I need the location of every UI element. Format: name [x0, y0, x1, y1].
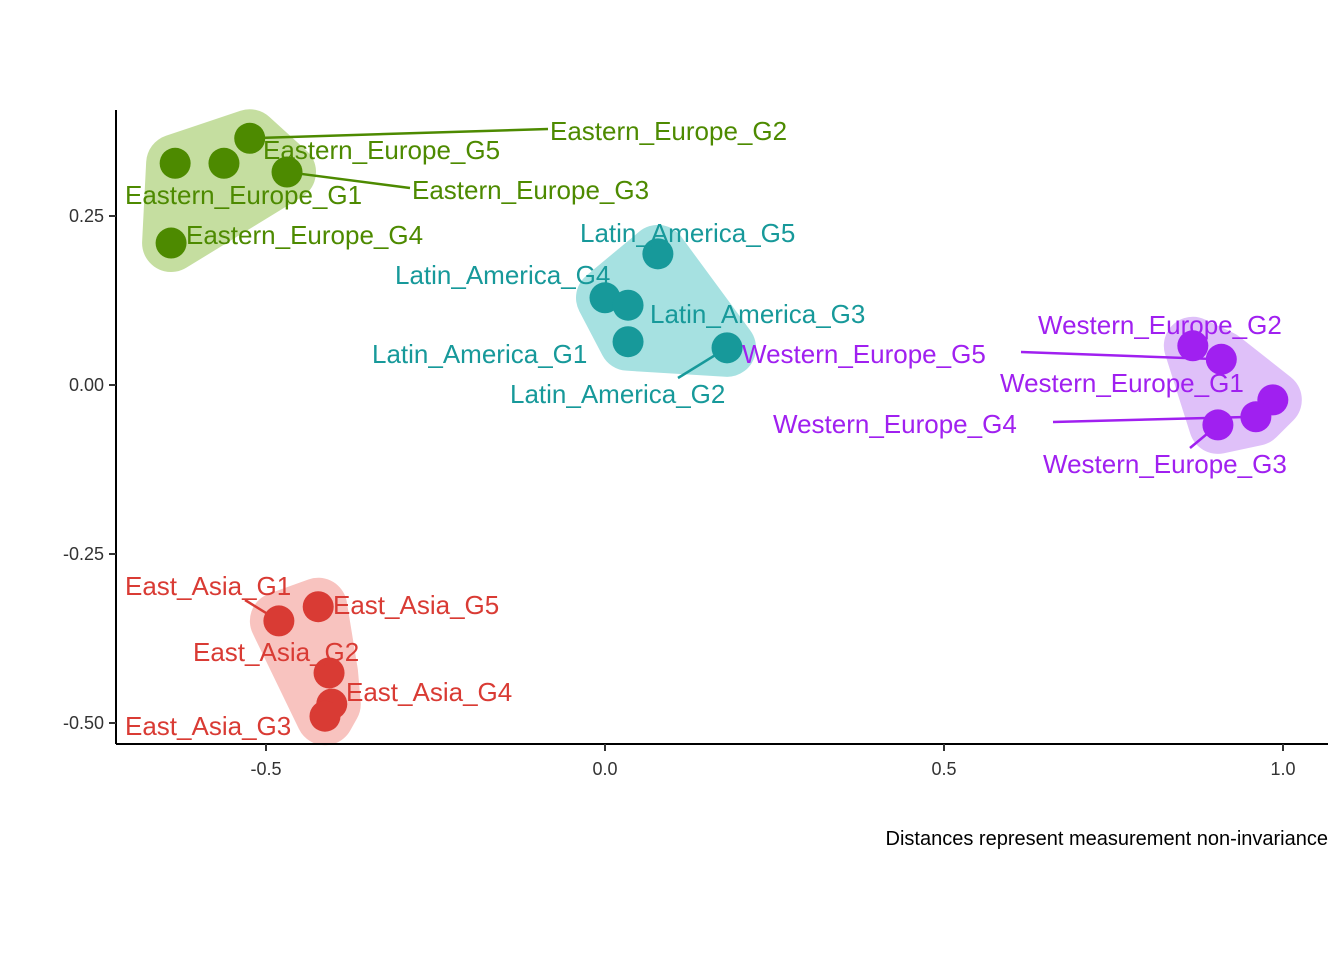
point-labels: Eastern_Europe_G1 Eastern_Europe_G5 Easter… [125, 116, 1287, 741]
point-label: Latin_America_G3 [650, 299, 865, 329]
x-tick-label: 1.0 [1270, 759, 1295, 779]
data-point [313, 657, 345, 689]
point-label: Eastern_Europe_G5 [263, 135, 500, 165]
point-label: Latin_America_G5 [580, 218, 795, 248]
data-point [309, 700, 341, 732]
data-point [711, 332, 743, 364]
data-points [155, 122, 1289, 732]
point-label: East_Asia_G5 [333, 590, 499, 620]
point-label: East_Asia_G4 [346, 677, 512, 707]
y-tick-label: -0.25 [63, 544, 104, 564]
point-label: Eastern_Europe_G1 [125, 180, 362, 210]
data-point [1205, 343, 1237, 375]
data-point [271, 156, 303, 188]
point-label: Western_Europe_G2 [1038, 310, 1282, 340]
point-label: Western_Europe_G4 [773, 409, 1017, 439]
point-label: Western_Europe_G3 [1043, 449, 1287, 479]
point-label: Western_Europe_G5 [742, 339, 986, 369]
data-point [612, 326, 644, 358]
label-segment [249, 127, 549, 140]
axis-ticks: -0.5 0.0 0.5 1.0 0.25 0.00 -0.25 -0.50 [63, 206, 1296, 779]
data-point [159, 147, 191, 179]
point-label: East_Asia_G1 [125, 571, 291, 601]
label-segment [286, 170, 411, 190]
point-label: Latin_America_G1 [372, 339, 587, 369]
data-point [612, 289, 644, 321]
point-label: Latin_America_G4 [395, 260, 610, 290]
point-label: Eastern_Europe_G3 [412, 175, 649, 205]
point-label: Eastern_Europe_G2 [550, 116, 787, 146]
data-point [302, 591, 334, 623]
data-point [208, 147, 240, 179]
point-label: Western_Europe_G1 [1000, 368, 1244, 398]
x-tick-label: 0.0 [592, 759, 617, 779]
point-label: Eastern_Europe_G4 [186, 220, 423, 250]
data-point [1202, 409, 1234, 441]
data-point [642, 238, 674, 270]
point-label: Latin_America_G2 [510, 379, 725, 409]
data-point [155, 227, 187, 259]
point-label: East_Asia_G2 [193, 637, 359, 667]
x-tick-label: -0.5 [250, 759, 281, 779]
data-point [263, 605, 295, 637]
point-label: East_Asia_G3 [125, 711, 291, 741]
data-point [234, 122, 266, 154]
data-point [1177, 330, 1209, 362]
x-tick-label: 0.5 [931, 759, 956, 779]
y-tick-label: -0.50 [63, 713, 104, 733]
data-point [1240, 401, 1272, 433]
y-tick-label: 0.00 [69, 375, 104, 395]
chart-caption: Distances represent measurement non-inva… [886, 828, 1328, 850]
y-tick-label: 0.25 [69, 206, 104, 226]
